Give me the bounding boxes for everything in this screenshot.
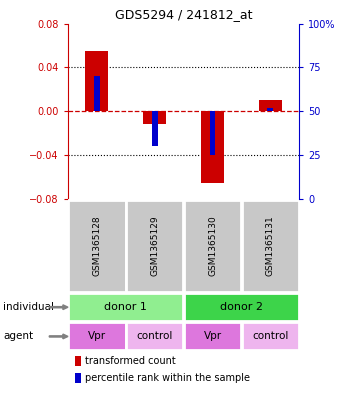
Text: Vpr: Vpr xyxy=(203,331,222,342)
Bar xyxy=(201,111,224,183)
Text: GSM1365131: GSM1365131 xyxy=(266,215,275,276)
Bar xyxy=(75,356,81,366)
Text: agent: agent xyxy=(3,331,34,342)
Bar xyxy=(126,322,183,351)
Bar xyxy=(184,293,299,321)
Bar xyxy=(68,200,125,292)
Text: control: control xyxy=(137,331,173,342)
Text: percentile rank within the sample: percentile rank within the sample xyxy=(85,373,250,383)
Bar xyxy=(75,373,81,383)
Text: donor 1: donor 1 xyxy=(104,302,147,312)
Bar xyxy=(259,100,282,111)
Text: GSM1365130: GSM1365130 xyxy=(208,215,217,276)
Bar xyxy=(85,51,108,111)
Bar xyxy=(126,200,183,292)
Bar xyxy=(94,76,100,111)
Bar xyxy=(242,322,299,351)
Text: GSM1365129: GSM1365129 xyxy=(150,215,159,276)
Text: transformed count: transformed count xyxy=(85,356,176,366)
Bar xyxy=(68,322,125,351)
Bar xyxy=(68,293,183,321)
Bar xyxy=(267,108,273,111)
Text: donor 2: donor 2 xyxy=(220,302,263,312)
Bar xyxy=(152,111,158,146)
Title: GDS5294 / 241812_at: GDS5294 / 241812_at xyxy=(115,8,252,21)
Bar xyxy=(143,111,166,125)
Bar xyxy=(242,200,299,292)
Bar xyxy=(209,111,216,155)
Bar xyxy=(184,200,241,292)
Text: Vpr: Vpr xyxy=(88,331,106,342)
Text: GSM1365128: GSM1365128 xyxy=(92,215,101,276)
Text: individual: individual xyxy=(3,302,54,312)
Text: control: control xyxy=(252,331,288,342)
Bar xyxy=(184,322,241,351)
